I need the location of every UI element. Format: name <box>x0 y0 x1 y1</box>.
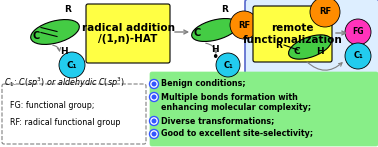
Circle shape <box>59 52 85 78</box>
Circle shape <box>150 92 158 101</box>
Circle shape <box>150 80 158 88</box>
FancyBboxPatch shape <box>253 6 332 62</box>
Ellipse shape <box>192 19 238 41</box>
Circle shape <box>216 53 240 77</box>
Text: C₁: C₁ <box>223 61 233 70</box>
Text: enhancing molecular complexity;: enhancing molecular complexity; <box>161 103 311 112</box>
FancyBboxPatch shape <box>245 0 378 75</box>
Text: RF: RF <box>238 20 250 30</box>
Text: H: H <box>60 47 68 56</box>
Text: R: R <box>65 5 71 14</box>
Circle shape <box>152 132 156 137</box>
Text: C₁: C₁ <box>67 61 77 70</box>
Text: Good to excellent site-selectivity;: Good to excellent site-selectivity; <box>161 130 313 138</box>
Ellipse shape <box>31 20 79 44</box>
Circle shape <box>152 95 156 100</box>
Text: •: • <box>211 51 219 64</box>
Text: remote
functionalization: remote functionalization <box>243 23 342 45</box>
Text: H: H <box>211 46 219 55</box>
Text: FG: FG <box>352 27 364 36</box>
Text: RF: RF <box>319 7 331 16</box>
Circle shape <box>150 117 158 126</box>
FancyBboxPatch shape <box>150 72 378 146</box>
Circle shape <box>345 19 371 45</box>
Text: R: R <box>275 41 282 50</box>
FancyBboxPatch shape <box>2 84 146 144</box>
Ellipse shape <box>288 35 332 59</box>
Circle shape <box>230 11 258 39</box>
Text: Multiple bonds formation with: Multiple bonds formation with <box>161 92 298 101</box>
Circle shape <box>152 118 156 123</box>
Text: Benign conditions;: Benign conditions; <box>161 80 246 88</box>
Text: C: C <box>194 28 201 38</box>
Text: $C_1$: $C(sp^3)$ or aldehydic $C(sp^3)$: $C_1$: $C(sp^3)$ or aldehydic $C(sp^3)$ <box>4 76 125 90</box>
Text: RF: radical functional group: RF: radical functional group <box>10 118 121 127</box>
Text: H: H <box>316 47 324 56</box>
Circle shape <box>345 43 371 69</box>
Text: C: C <box>33 31 40 41</box>
Circle shape <box>310 0 340 27</box>
FancyBboxPatch shape <box>86 4 170 63</box>
Circle shape <box>152 81 156 86</box>
Text: radical addition
/(1,n)-HAT: radical addition /(1,n)-HAT <box>82 23 175 44</box>
Text: R: R <box>222 5 228 14</box>
Text: FG: functional group;: FG: functional group; <box>10 101 94 110</box>
Text: Diverse transformations;: Diverse transformations; <box>161 117 274 126</box>
Circle shape <box>150 130 158 138</box>
Text: C: C <box>294 47 300 56</box>
Text: C₁: C₁ <box>353 51 363 61</box>
